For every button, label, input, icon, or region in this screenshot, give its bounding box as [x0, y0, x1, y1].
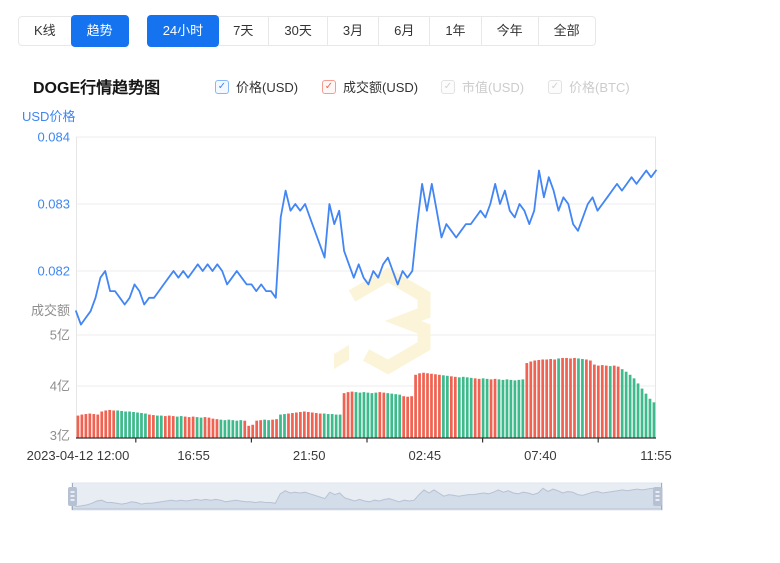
price-tick-label: 0.084 — [37, 130, 70, 145]
checkbox-disabled-icon[interactable]: ✓ — [548, 79, 562, 94]
range-tab-all[interactable]: 全部 — [538, 17, 595, 45]
legend-label: 成交额(USD) — [343, 80, 419, 95]
navigator-left-handle[interactable] — [68, 487, 77, 506]
tab-trend[interactable]: 趋势 — [70, 15, 129, 47]
page-title: DOGE行情趋势图 — [33, 80, 161, 97]
legend-label: 市值(USD) — [462, 80, 525, 95]
checkbox-checked-icon[interactable]: ✓ — [322, 79, 336, 94]
x-axis-label: 02:45 — [409, 448, 442, 463]
price-tick-label: 0.083 — [37, 197, 70, 212]
navigator-right-handle[interactable] — [653, 487, 662, 506]
range-tabs: 24小时 7天 30天 3月 6月 1年 今年 全部 — [146, 15, 596, 47]
range-tab-ytd[interactable]: 今年 — [481, 17, 539, 45]
price-tick-label: 0.082 — [37, 264, 70, 279]
volume-bars — [76, 357, 656, 438]
range-tab-3m[interactable]: 3月 — [327, 17, 380, 45]
price-line — [75, 169, 657, 326]
volume-tick-label: 4亿 — [50, 379, 70, 394]
legend-price-btc[interactable]: ✓ 价格(BTC) — [548, 77, 630, 96]
volume-tick-label: 5亿 — [50, 328, 70, 343]
x-axis: 2023-04-12 12:00 16:55 21:50 02:45 07:40 11:5… — [27, 437, 672, 463]
site-logo-watermark — [334, 267, 431, 375]
volume-tick-label: 3亿 — [50, 428, 70, 443]
x-axis-label: 07:40 — [524, 448, 557, 463]
checkbox-checked-icon[interactable]: ✓ — [215, 79, 229, 94]
toolbar: K线 趋势 24小时 7天 30天 3月 6月 1年 今年 全部 — [18, 15, 596, 47]
chart-type-tabs: K线 趋势 — [18, 15, 129, 47]
legend-marketcap-usd[interactable]: ✓ 市值(USD) — [441, 77, 524, 96]
x-axis-label: 11:55 — [640, 448, 672, 463]
range-tab-24h[interactable]: 24小时 — [146, 15, 220, 47]
range-tab-7d[interactable]: 7天 — [218, 17, 270, 45]
legend-price-usd[interactable]: ✓ 价格(USD) — [215, 77, 298, 96]
x-axis-label: 16:55 — [177, 448, 210, 463]
range-tab-1y[interactable]: 1年 — [430, 17, 482, 45]
y-axis-labels: USD价格 0.084 0.083 0.082 成交额 5亿 4亿 3亿 — [22, 109, 75, 443]
legend-label: 价格(USD) — [236, 80, 299, 95]
x-axis-label: 21:50 — [293, 448, 326, 463]
price-axis-title: USD价格 — [22, 109, 75, 124]
tab-kline[interactable]: K线 — [19, 17, 72, 45]
navigator-area — [71, 487, 663, 510]
range-tab-30d[interactable]: 30天 — [269, 17, 328, 45]
range-tab-6m[interactable]: 6月 — [379, 17, 431, 45]
checkbox-disabled-icon[interactable]: ✓ — [441, 79, 455, 94]
legend-label: 价格(BTC) — [569, 80, 630, 95]
range-navigator[interactable] — [68, 482, 663, 511]
legend-volume-usd[interactable]: ✓ 成交额(USD) — [322, 77, 418, 96]
volume-axis-title: 成交额 — [31, 303, 70, 318]
x-axis-label: 2023-04-12 12:00 — [27, 448, 130, 463]
